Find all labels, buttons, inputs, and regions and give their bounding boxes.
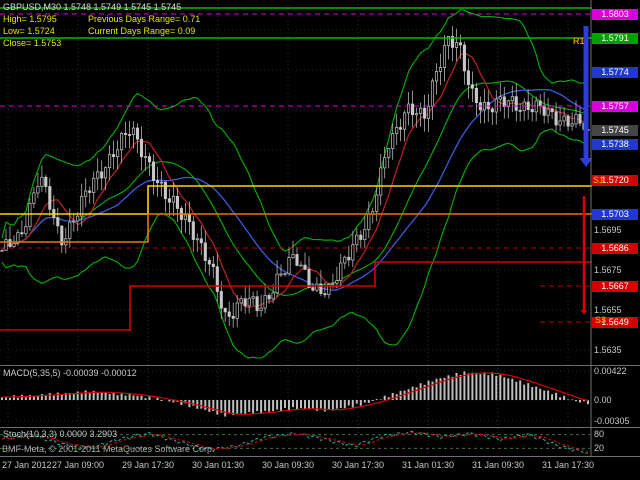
bollinger-upper-band — [1, 9, 589, 252]
time-axis-label: 31 Jan 17:30 — [541, 460, 595, 470]
price-axis-tick: 1.5655 — [594, 304, 622, 315]
bollinger-middle-band — [1, 80, 589, 296]
prev-close-label: Close= 1.5753 — [3, 38, 62, 48]
pivot-level-text: S3 — [595, 315, 607, 325]
price-axis-label: 1.5791 — [592, 32, 638, 44]
time-axis-label: 30 Jan 17:30 — [331, 460, 385, 470]
price-axis-tick: 1.5635 — [594, 344, 622, 355]
bollinger-lower-band — [1, 128, 589, 359]
stoch-axis-label: 80 — [594, 429, 605, 440]
red-support-step — [0, 261, 592, 331]
price-axis-label: 1.5757 — [592, 100, 638, 112]
pivot-level-text: R1 — [573, 36, 585, 46]
time-axis-label: 31 Jan 09:30 — [471, 460, 525, 470]
day-high-label: High= 1.5795 — [3, 14, 57, 24]
price-axis-label: 1.5774 — [592, 66, 638, 78]
macd-axis-label: 0.00 — [594, 394, 612, 405]
orange-pivot-step — [0, 213, 592, 243]
macd-signal-line — [1, 372, 589, 415]
price-axis-label: 1.5667 — [592, 280, 638, 292]
copyright-text: BMF-Meta, © 2001-2011 MetaQuotes Softwar… — [2, 444, 215, 454]
grid — [0, 0, 590, 456]
pivot-level-text: S1 — [593, 175, 605, 185]
bollinger-bands — [1, 9, 589, 359]
macd-axis-label: -0.00305 — [594, 415, 630, 426]
time-axis-label: 31 Jan 01:30 — [401, 460, 455, 470]
macd-indicator-label: MACD(5,35,5) -0.00039 -0.00012 — [3, 368, 137, 378]
time-axis-label: 29 Jan 17:30 — [121, 460, 175, 470]
price-axis-label: 1.5720 — [592, 174, 638, 186]
forecast-down-arrow — [580, 196, 588, 315]
prev-day-range-label: Previous Days Range= 0.71 — [88, 14, 201, 24]
time-axis-label: 30 Jan 09:30 — [261, 460, 315, 470]
moving-averages — [1, 52, 589, 309]
fast-ma-line — [1, 52, 589, 309]
stoch-indicator-label: Stoch(10,3,3) 0.0000 3.2903 — [3, 429, 118, 439]
panel-separators — [0, 0, 640, 457]
time-axis-label: 27 Jan 2012 — [2, 460, 52, 470]
price-axis-label: 1.5703 — [592, 208, 638, 220]
price-axis-label: 1.5803 — [592, 8, 638, 20]
day-low-label: Low= 1.5724 — [3, 26, 55, 36]
stochastic-panel — [0, 430, 590, 454]
time-axis-label: 27 Jan 09:00 — [51, 460, 105, 470]
stoch-axis-label: 20 — [594, 442, 605, 453]
candlesticks — [0, 25, 590, 328]
price-axis-label: 1.5686 — [592, 242, 638, 254]
time-axis-label: 30 Jan 01:30 — [191, 460, 245, 470]
macd-axis-label: 0.00422 — [594, 365, 627, 376]
day-range-down-arrow — [579, 26, 593, 167]
price-axis-tick: 1.5675 — [594, 264, 622, 275]
price-axis-label: 1.5649 — [592, 316, 638, 328]
price-axis-label: 1.5738 — [592, 138, 638, 150]
stoch-d-line — [1, 432, 589, 452]
macd-panel — [0, 370, 590, 422]
chart-symbol-title: GBPUSD,M30 1.5748 1.5749 1.5745 1.5745 — [3, 2, 182, 12]
cur-day-range-label: Current Days Range= 0.09 — [88, 26, 196, 36]
price-axis-label: 1.5745 — [592, 124, 638, 136]
pivot-level-lines — [0, 7, 592, 331]
price-axis-tick: 1.5695 — [594, 224, 622, 235]
yellow-pivot-step — [0, 185, 592, 215]
